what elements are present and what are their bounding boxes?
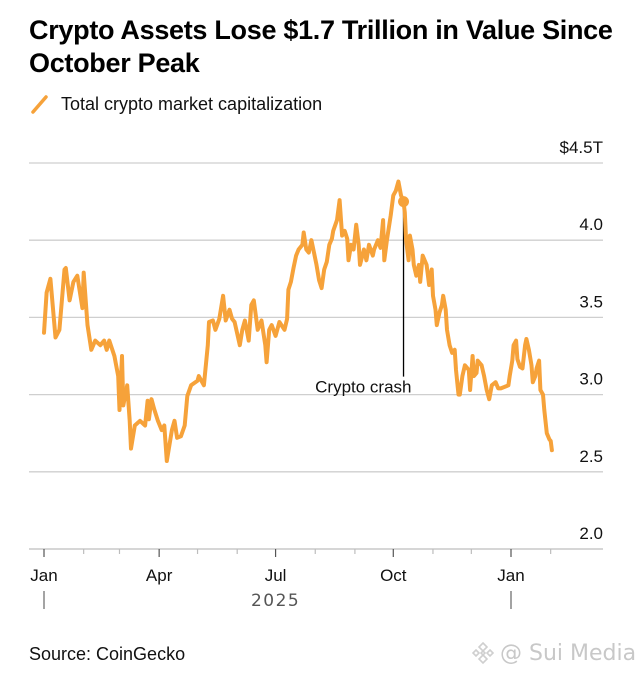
- y-tick-label: 3.5: [579, 292, 603, 311]
- legend-label: Total crypto market capitalization: [61, 93, 323, 114]
- watermark: @ Sui Media: [470, 640, 636, 666]
- x-tick-label: Jan: [497, 566, 524, 585]
- x-tick-label: Jan: [30, 566, 57, 585]
- y-tick-label: 2.5: [579, 447, 603, 466]
- y-tick-label: 4.0: [579, 215, 603, 234]
- watermark-text: @ Sui Media: [500, 640, 637, 666]
- series-layer: [42, 179, 554, 463]
- y-axis-labels: $4.5T 4.0 3.5 3.0 2.5 2.0: [560, 138, 603, 543]
- chart-title: Crypto Assets Lose $1.7 Trillion in Valu…: [29, 15, 613, 78]
- peak-marker: [398, 196, 410, 208]
- y-tick-label: $4.5T: [560, 138, 603, 157]
- gridlines: [29, 162, 603, 550]
- series-line-total-crypto-market-cap: [42, 179, 554, 463]
- binance-logo-icon: [471, 641, 495, 665]
- x-tick-label: Oct: [380, 566, 407, 585]
- legend: Total crypto market capitalization: [29, 92, 322, 116]
- x-tick-label: Apr: [146, 566, 173, 585]
- x-tick-label: Jul: [265, 566, 287, 585]
- y-tick-label: 2.0: [579, 524, 603, 543]
- orange-line-icon: [31, 95, 48, 114]
- source-note: Source: CoinGecko: [29, 644, 186, 664]
- x-axis: Jan Apr Jul Oct Jan 2025: [30, 549, 552, 611]
- annotation: Crypto crash: [315, 201, 412, 397]
- y-tick-label: 3.0: [579, 370, 603, 389]
- year-label: 2025: [251, 591, 300, 611]
- annotation-label: Crypto crash: [315, 378, 411, 397]
